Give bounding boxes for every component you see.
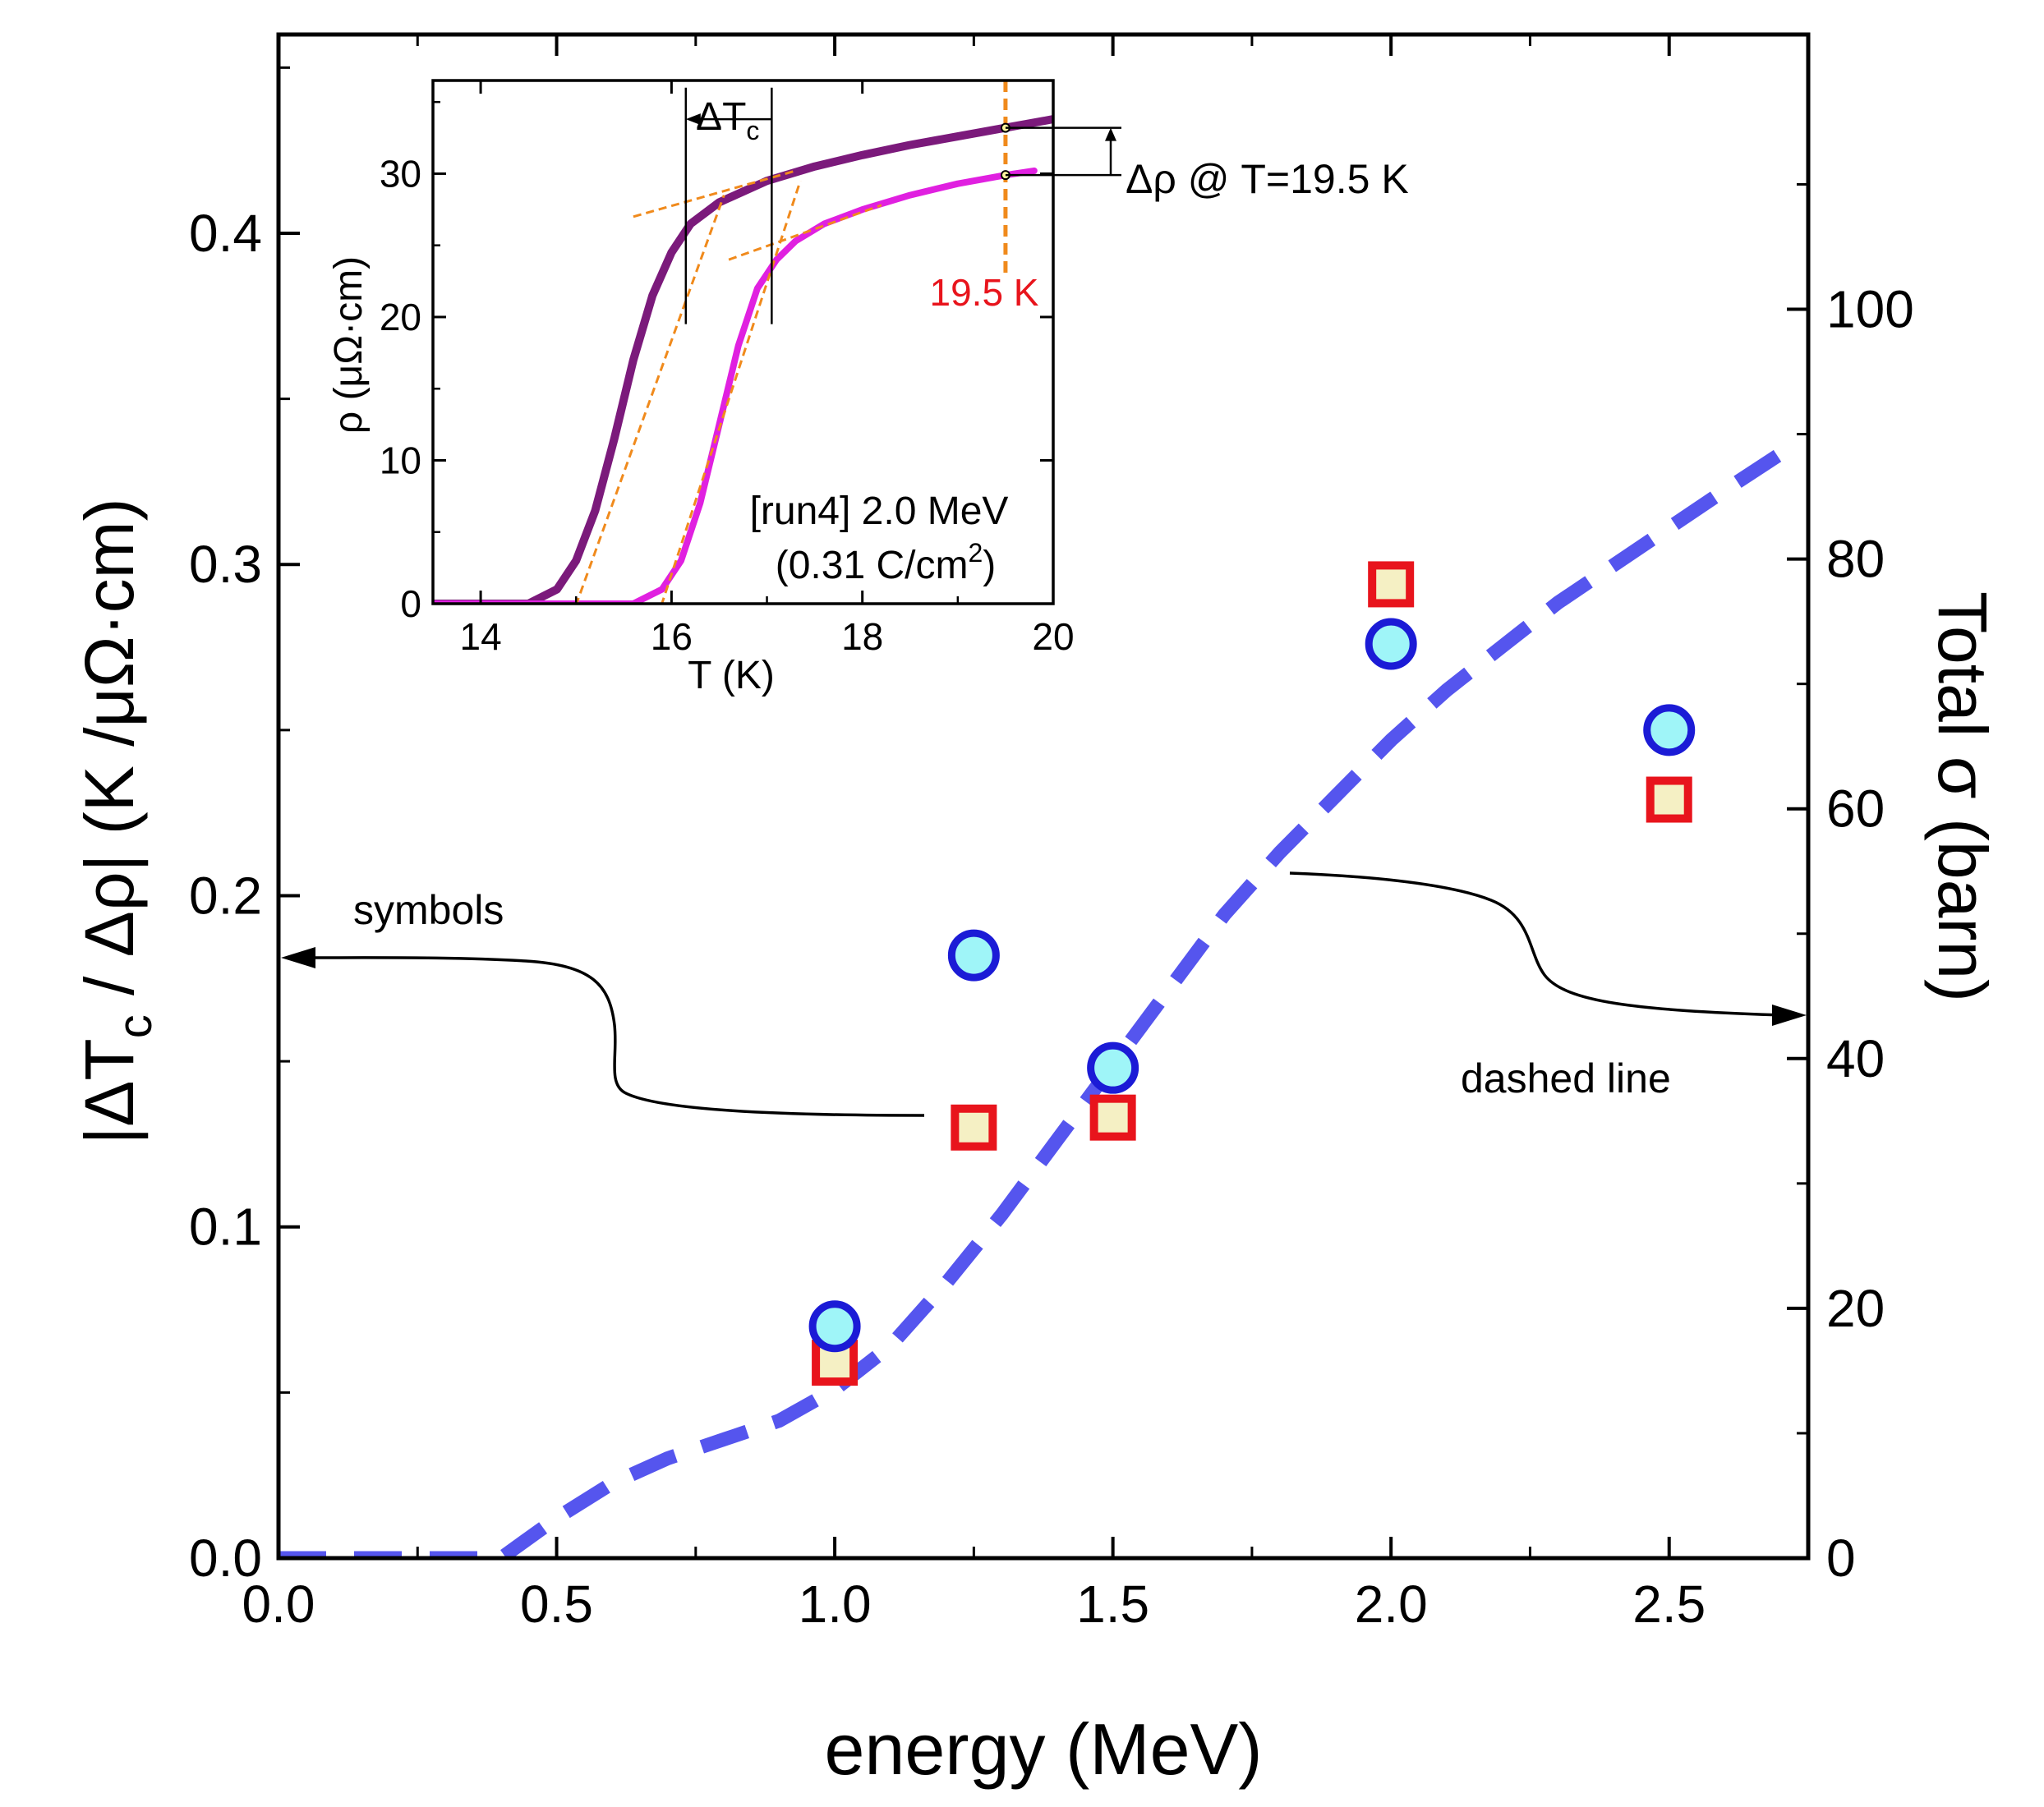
y-right-tick-label: 0 [1826, 1529, 1856, 1588]
x-tick-label: 2.0 [1355, 1575, 1428, 1634]
circle-marker [947, 929, 1000, 982]
x-tick-label: 1.5 [1076, 1575, 1149, 1634]
tangent-line [633, 169, 796, 218]
square-marker [1089, 1094, 1136, 1141]
circle-marker [1365, 618, 1417, 670]
circle-marker [808, 1300, 861, 1353]
inset-y-tick-label: 10 [380, 439, 421, 481]
y-right-tick-label: 100 [1826, 280, 1914, 339]
main-plot-frame [276, 32, 1811, 1561]
inset-background [433, 80, 1053, 604]
inset-plot-frame [431, 79, 1055, 605]
y-left-tick-label: 0.4 [189, 204, 262, 263]
x-tick-label: 0.0 [242, 1575, 315, 1634]
square-marker [951, 1104, 997, 1151]
inset-x-tick-label: 14 [459, 615, 501, 658]
y-right-tick-label: 60 [1826, 779, 1885, 839]
marker-layer [808, 561, 1696, 1386]
delta-rho-arrowhead [1105, 127, 1116, 141]
y-left-tick-label: 0.3 [189, 535, 262, 594]
symbols-arrow [303, 956, 925, 1117]
symbols-annotation: symbols [353, 887, 504, 933]
inset-x-axis-label: T (K) [688, 654, 775, 697]
tangent-line [728, 204, 882, 261]
x-axis-label: energy (MeV) [824, 1708, 1262, 1790]
tangent-line [575, 195, 725, 604]
delta-tc-label: ΔTc [696, 95, 759, 145]
y-axis-right-label: Total σ (barn) [1924, 591, 2001, 1002]
inset-guide-layer [575, 80, 1010, 604]
inset-plot: 14 16 18 20 0 10 20 30 T (K) ρ (μΩ·cm) [run4] 2… [327, 79, 1409, 697]
delta-tc-arrowhead [685, 113, 701, 126]
inset-run-label: [run4] 2.0 MeV [750, 490, 1009, 533]
inset-x-tick-label: 16 [651, 615, 693, 658]
inset-curve-layer [433, 115, 1053, 604]
x-tick-label: 0.5 [520, 1575, 593, 1634]
x-tick-label: 2.5 [1632, 1575, 1706, 1634]
inset-y-tick-label: 0 [400, 582, 421, 625]
square-marker [1646, 776, 1692, 823]
main-ticks: 0.0 0.5 1.0 1.5 2.0 2.5 0.0 0.1 0.2 0.3 0.4 0 20 40 60… [189, 34, 1914, 1634]
tangent-line [661, 180, 802, 604]
dashed-line-annotation: dashed line [1461, 1055, 1671, 1101]
y-right-tick-label: 20 [1826, 1279, 1885, 1338]
total-cross-section-dashed-line [279, 440, 1796, 1558]
dashed-line-arrowhead [1772, 1005, 1807, 1026]
y-left-tick-label: 0.0 [189, 1529, 262, 1588]
inset-fluence-label: (0.31 C/cm2) [776, 538, 997, 587]
inset-y-tick-label: 20 [380, 296, 421, 338]
circle-marker [1087, 1041, 1139, 1094]
inset-curve-after [433, 167, 1038, 604]
dashed-line-layer [279, 440, 1796, 1558]
main-plot: 0.0 0.5 1.0 1.5 2.0 2.5 0.0 0.1 0.2 0.3 0.4 0 20 40 60… [71, 32, 2001, 1790]
square-marker [1368, 561, 1415, 608]
y-left-tick-label: 0.2 [189, 866, 262, 925]
symbols-arrowhead [281, 947, 315, 968]
inset-x-tick-label: 20 [1032, 615, 1074, 658]
inset-y-axis-label: ρ (μΩ·cm) [327, 256, 371, 434]
inset-y-tick-label: 30 [380, 152, 421, 195]
y-axis-left-label: |ΔTc / Δρ| (K /μΩ·cm) [71, 498, 162, 1144]
y-right-tick-label: 80 [1826, 530, 1885, 589]
inset-curve-before [433, 115, 1053, 604]
delta-rho-label: Δρ @ T=19.5 K [1126, 156, 1409, 202]
circle-marker [1643, 704, 1696, 756]
dashed-line-arrow [1289, 871, 1784, 1017]
x-tick-label: 1.0 [799, 1575, 872, 1634]
temperature-marker-label: 19.5 K [930, 271, 1039, 314]
y-right-tick-label: 40 [1826, 1029, 1885, 1088]
inset-ticks: 14 16 18 20 0 10 20 30 [380, 80, 1075, 658]
inset-x-tick-label: 18 [841, 615, 883, 658]
y-left-tick-label: 0.1 [189, 1198, 262, 1257]
